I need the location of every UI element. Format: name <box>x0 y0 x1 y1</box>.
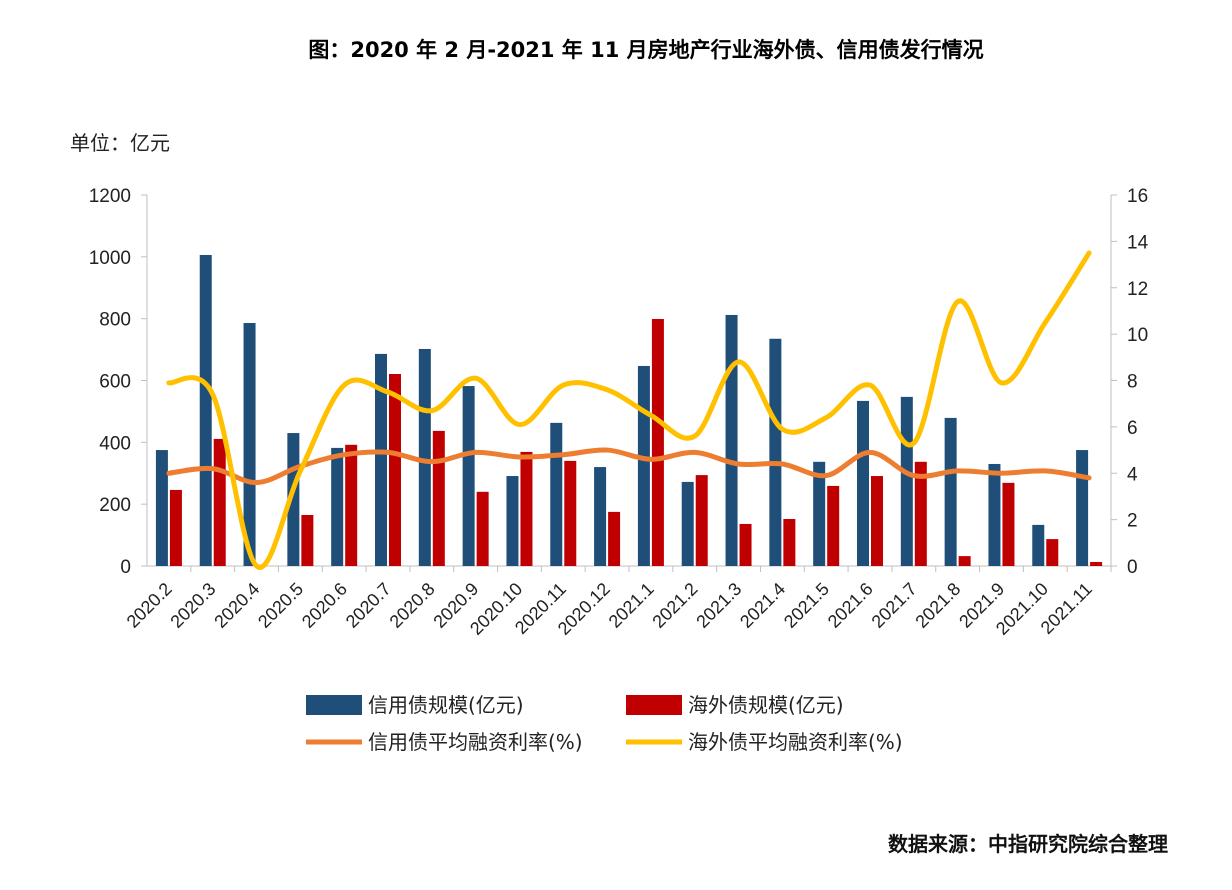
legend-label: 海外债规模(亿元) <box>688 693 844 717</box>
x-tick-label: 2020.6 <box>298 579 351 632</box>
x-tick-label: 2020.4 <box>210 579 263 632</box>
overseas-bond-bar <box>476 491 489 566</box>
overseas-bond-bar <box>169 489 182 566</box>
legend-label: 信用债平均融资利率(%) <box>368 730 583 754</box>
x-tick-label: 2021.2 <box>648 579 701 632</box>
right-tick-label: 10 <box>1127 325 1148 346</box>
right-tick-label: 2 <box>1127 511 1138 532</box>
left-tick-label: 1200 <box>89 186 131 207</box>
unit-label: 单位：亿元 <box>70 131 170 155</box>
left-tick-label: 800 <box>99 310 131 331</box>
overseas-bond-bar <box>783 519 796 566</box>
credit-bond-bar <box>1076 450 1089 566</box>
overseas-bond-bar <box>958 556 971 566</box>
chart-title: 图：2020 年 2 月-2021 年 11 月房地产行业海外债、信用债发行情况 <box>308 38 984 62</box>
x-tick-label: 2020.7 <box>342 579 395 632</box>
overseas-bond-bar <box>432 430 445 566</box>
overseas-bond-bar <box>739 523 752 566</box>
overseas-bond-bar <box>1046 539 1059 566</box>
credit-bond-bar <box>594 467 607 566</box>
overseas-bond-bar <box>914 461 927 566</box>
credit-bond-bar <box>375 353 387 566</box>
credit-rate-line <box>166 447 1092 486</box>
credit-bond-bar <box>462 386 475 566</box>
left-tick-label: 200 <box>99 495 131 516</box>
left-tick-label: 400 <box>99 433 131 454</box>
left-tick-label: 1000 <box>89 248 131 269</box>
x-tick-label: 2021.6 <box>824 579 877 632</box>
legend-swatch <box>306 695 362 715</box>
right-tick-label: 0 <box>1127 557 1138 578</box>
right-tick-label: 6 <box>1127 418 1138 439</box>
right-tick-label: 16 <box>1127 186 1148 207</box>
credit-bond-bar <box>769 338 782 566</box>
credit-bond-bar <box>725 314 738 566</box>
credit-bond-bar <box>418 348 431 566</box>
right-tick-label: 12 <box>1127 279 1148 300</box>
right-tick-label: 4 <box>1127 464 1138 485</box>
credit-bond-bar <box>199 254 212 566</box>
x-tick-label: 2021.7 <box>868 579 921 632</box>
right-tick-label: 14 <box>1127 232 1149 253</box>
credit-bond-bar <box>813 461 826 566</box>
credit-bond-bar <box>550 422 563 566</box>
x-tick-label: 2020.2 <box>123 579 176 632</box>
overseas-bond-bar <box>520 451 533 566</box>
overseas-bond-bar <box>1002 482 1015 566</box>
overseas-bond-bar <box>564 460 577 566</box>
source-note: 数据来源：中指研究院综合整理 <box>888 832 1168 856</box>
overseas-bond-bar <box>301 514 314 566</box>
x-tick-label: 2020.5 <box>254 579 307 632</box>
overseas-bond-bar <box>827 485 840 566</box>
credit-bond-bar <box>637 365 650 566</box>
credit-bond-bar <box>155 450 168 566</box>
x-tick-label: 2021.4 <box>736 579 789 632</box>
credit-bond-bar <box>857 400 869 566</box>
left-tick-label: 600 <box>99 372 131 393</box>
credit-bond-bar <box>1032 524 1045 566</box>
legend-label: 海外债平均融资利率(%) <box>688 730 903 754</box>
overseas-bond-bar <box>695 475 708 566</box>
legend-label: 信用债规模(亿元) <box>368 693 524 717</box>
overseas-bond-bar <box>651 318 664 566</box>
credit-bond-bar <box>944 417 957 566</box>
x-tick-label: 2021.3 <box>692 579 745 632</box>
left-tick-label: 0 <box>120 557 131 578</box>
x-tick-label: 2021.8 <box>911 579 964 632</box>
overseas-bond-bar <box>871 476 883 566</box>
overseas-bond-bar <box>1090 561 1103 566</box>
credit-bond-bar <box>681 481 694 566</box>
credit-bond-bar <box>988 463 1001 566</box>
credit-bond-bar <box>506 476 519 566</box>
legend-swatch <box>626 695 682 715</box>
x-tick-label: 2021.5 <box>780 579 833 632</box>
x-tick-label: 2021.1 <box>605 579 658 632</box>
overseas-bond-bar <box>389 374 401 566</box>
credit-bond-bar <box>331 447 344 566</box>
credit-bond-bar <box>243 322 256 566</box>
overseas-bond-bar <box>213 438 226 566</box>
x-tick-label: 2020.8 <box>386 579 439 632</box>
overseas-bond-bar <box>608 511 621 566</box>
x-tick-label: 2020.3 <box>166 579 219 632</box>
overseas-bond-bar <box>345 444 358 566</box>
right-tick-label: 8 <box>1127 372 1138 393</box>
credit-bond-bar <box>900 396 913 566</box>
